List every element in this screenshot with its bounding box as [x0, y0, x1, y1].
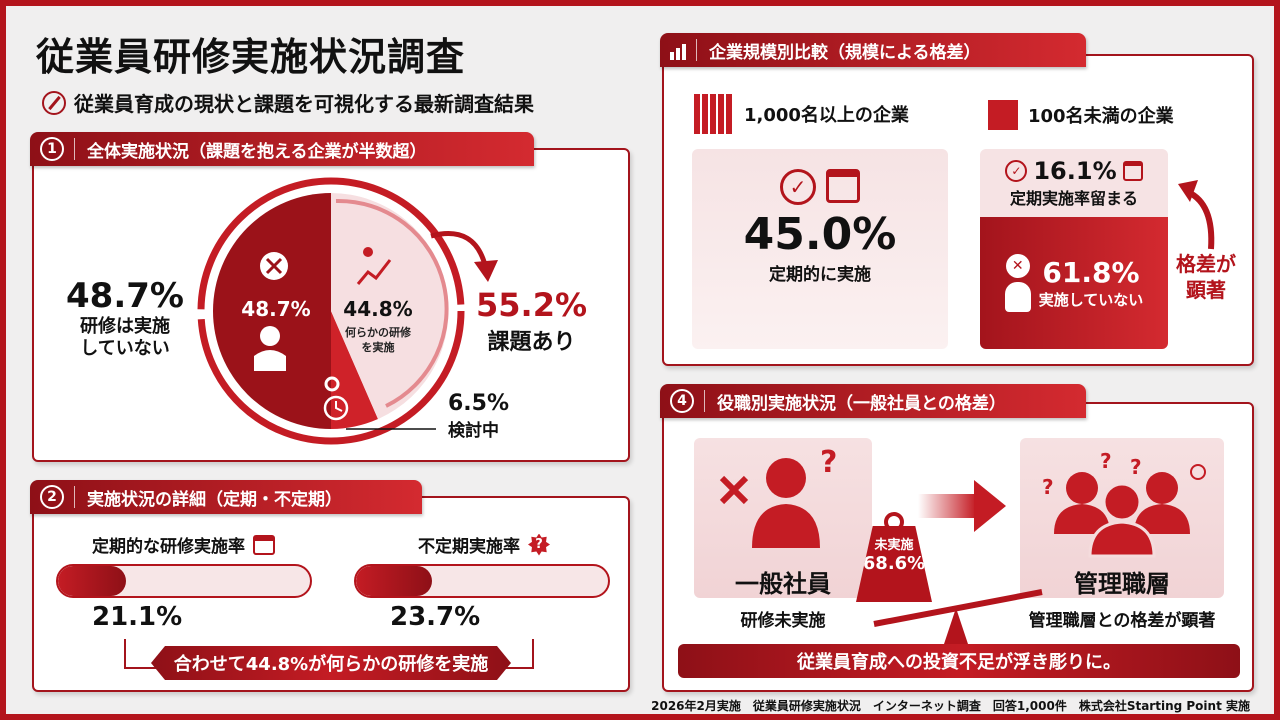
irregular-rate-value: 23.7% — [390, 602, 481, 632]
svg-text:?: ? — [1100, 449, 1112, 473]
calendar-icon — [1122, 161, 1143, 181]
regular-rate-value: 21.1% — [92, 602, 183, 632]
small-none-pct: 61.8% — [1042, 256, 1140, 289]
subtitle-text: 従業員育成の現状と課題を可視化する最新調査結果 — [74, 92, 534, 116]
section2-header: 2 実施状況の詳細（定期・不定期） — [30, 480, 422, 514]
curved-arrow-icon — [430, 230, 498, 282]
check-circle-icon: ✓ — [1005, 160, 1028, 182]
stressed-person-icon — [1004, 282, 1031, 312]
building-icon — [694, 94, 734, 134]
divider — [704, 390, 705, 412]
infographic-page: 従業員研修実施状況調査 従業員育成の現状と課題を可視化する最新調査結果 1 全体… — [6, 6, 1274, 714]
svg-text:?: ? — [1130, 455, 1142, 479]
large-company-pct: 45.0% — [743, 209, 897, 260]
section4-number: 4 — [670, 389, 694, 413]
calendar-icon — [253, 534, 275, 555]
manager-sub: 管理職層との格差が顕著 — [1028, 611, 1216, 631]
issue-callout: 55.2% 課題あり — [476, 286, 588, 355]
section2-title: 実施状況の詳細（定期・不定期） — [87, 489, 342, 510]
divider — [696, 39, 697, 61]
irregular-rate-bar — [354, 564, 610, 598]
small-company-heading: 100名未満の企業 — [988, 100, 1174, 130]
section1-title: 全体実施状況（課題を抱える企業が半数超） — [87, 141, 427, 162]
small-none-desc: 実施していない — [1038, 291, 1144, 309]
gap-label: 格差が 顕著 — [1176, 252, 1236, 302]
manager-card: ? ? ? — [1020, 438, 1224, 598]
manager-group-icon: ? ? ? — [1042, 449, 1206, 558]
general-employee-sub: 研修未実施 — [740, 611, 826, 631]
page-subtitle: 従業員育成の現状と課題を可視化する最新調査結果 — [42, 88, 534, 117]
building-icon — [988, 100, 1018, 130]
section2-summary-banner: 合わせて44.8%が何らかの研修を実施 — [151, 646, 511, 680]
seesaw-icon — [873, 589, 1043, 650]
section4-header: 4 役職別実施状況（一般社員との格差） — [660, 384, 1086, 418]
compass-icon — [42, 90, 66, 115]
general-employee-card: ? — [694, 438, 872, 598]
manager-label: 管理職層 — [1074, 570, 1170, 598]
small-regular-desc: 定期実施率留まる — [1009, 189, 1138, 208]
check-circle-icon: ✓ — [780, 169, 816, 205]
section2-number: 2 — [40, 485, 64, 509]
small-regular-pct: 16.1% — [1033, 157, 1117, 185]
section3-header: 企業規模別比較（規模による格差） — [660, 33, 1086, 67]
not-implemented-callout: 48.7% 研修は実施 していない — [66, 276, 184, 359]
considering-callout: 6.5% 検討中 — [448, 391, 510, 441]
up-arrow-icon — [1178, 180, 1215, 250]
section4-title: 役職別実施状況（一般社員との格差） — [717, 393, 1006, 414]
svg-text:?: ? — [820, 445, 837, 480]
bar-chart-icon — [670, 40, 686, 60]
right-arrow-icon — [918, 480, 1006, 532]
section1-header: 1 全体実施状況（課題を抱える企業が半数超） — [30, 132, 534, 166]
footer-source: 2026年2月実施 従業員研修実施状況 インターネット調査 回答1,000件 株… — [651, 699, 1250, 713]
overall-donut-chart: 48.7% 44.8% 何らかの研修 を実施 — [197, 177, 465, 445]
svg-text:何らかの研修: 何らかの研修 — [345, 325, 412, 339]
large-company-heading: 1,000名以上の企業 — [694, 94, 909, 134]
employee-x-question-icon: ? — [719, 445, 837, 548]
svg-text:?: ? — [1042, 475, 1054, 499]
page-title: 従業員研修実施状況調査 — [36, 35, 466, 79]
small-company-card: ✓ 16.1% 定期実施率留まる ✕ 61.8% 実施していない — [980, 149, 1168, 349]
inner-right-pct: 44.8% — [343, 297, 412, 321]
divider — [74, 138, 75, 160]
section4-summary-banner: 従業員育成への投資不足が浮き彫りに。 — [678, 644, 1240, 678]
large-company-desc: 定期的に実施 — [769, 265, 871, 285]
question-burst-icon: ? — [528, 533, 550, 556]
regular-rate-bar — [56, 564, 312, 598]
calendar-refresh-icon — [826, 169, 860, 203]
inner-left-pct: 48.7% — [241, 297, 310, 321]
svg-text:を実施: を実施 — [362, 340, 395, 354]
divider — [74, 486, 75, 508]
section3-title: 企業規模別比較（規模による格差） — [709, 42, 981, 63]
irregular-rate-label: 不定期実施率 ? — [418, 532, 550, 557]
section1-number: 1 — [40, 137, 64, 161]
x-circle-icon: ✕ — [1005, 254, 1030, 278]
general-employee-label: 一般社員 — [735, 570, 831, 598]
regular-rate-label: 定期的な研修実施率 — [92, 532, 275, 557]
large-company-card: ✓ 45.0% 定期的に実施 — [692, 149, 948, 349]
